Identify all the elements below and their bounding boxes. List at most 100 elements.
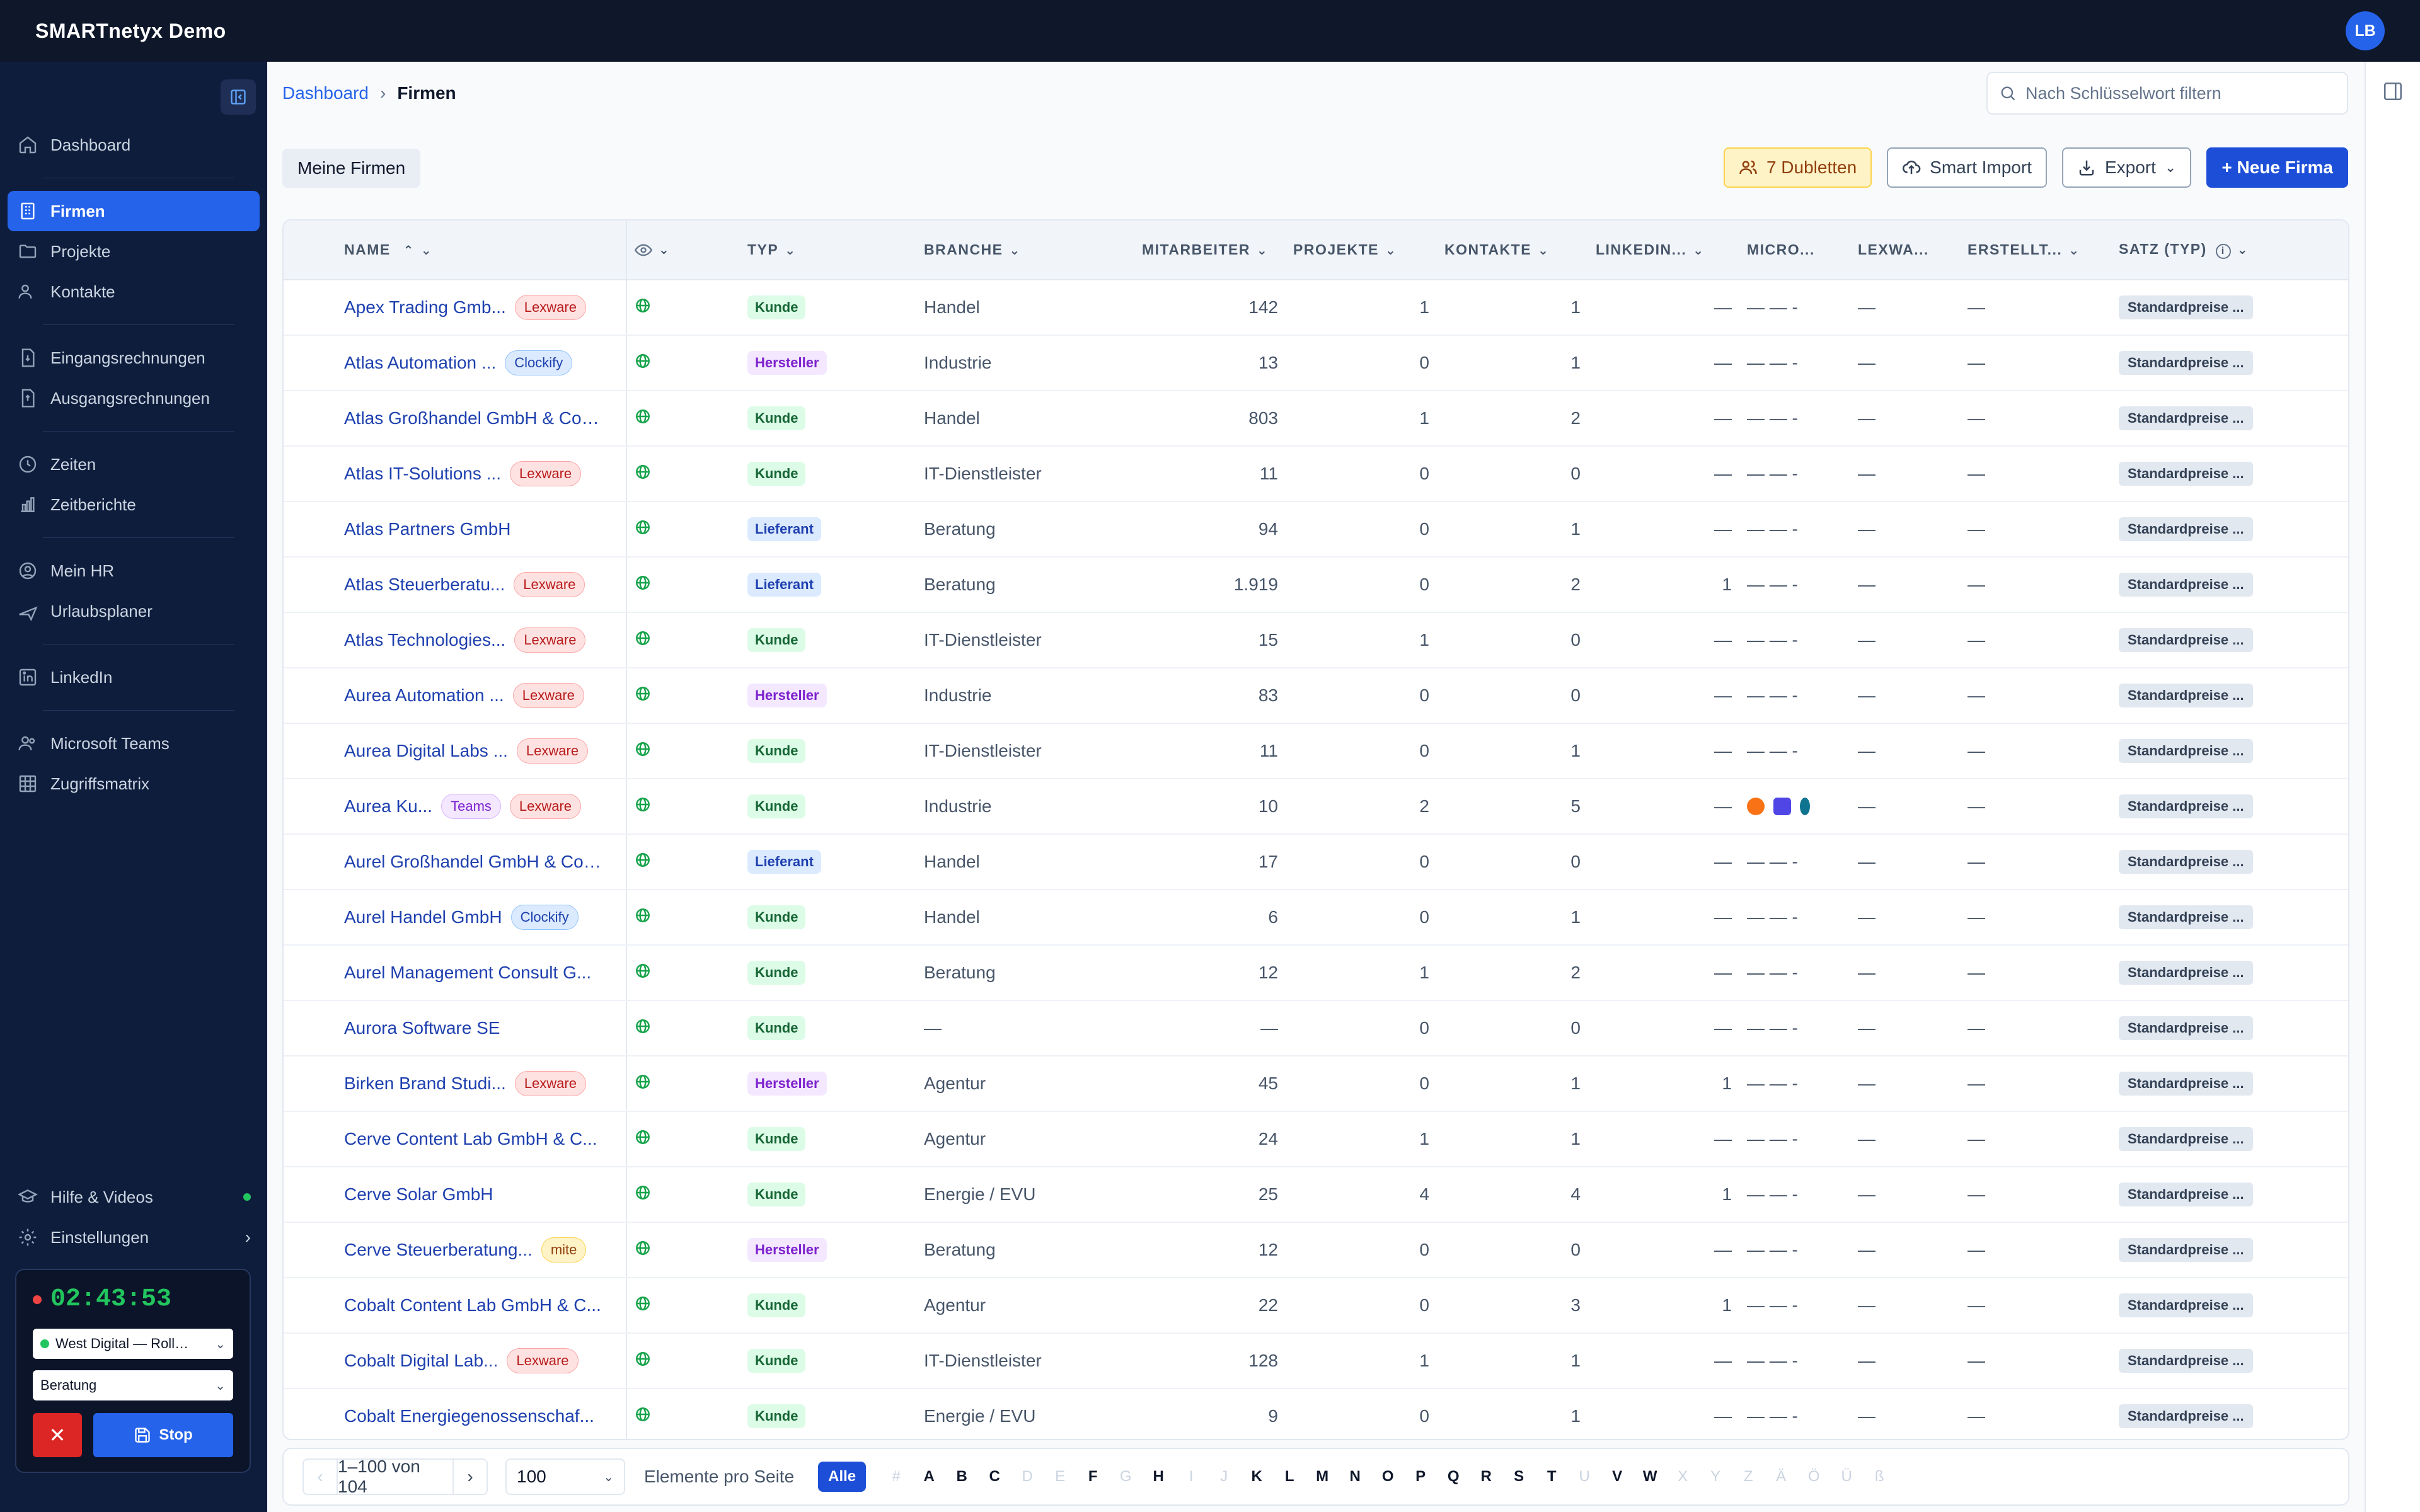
cell-name[interactable]: Aurora Software SE [284, 1000, 626, 1057]
search-input[interactable]: Nach Schlüsselwort filtern [1986, 72, 2348, 115]
column-header-name[interactable]: NAME ⌃ ⌄ [284, 220, 626, 280]
export-button[interactable]: Export ⌄ [2061, 147, 2192, 188]
column-header-typ[interactable]: TYP ⌄ [740, 220, 916, 280]
sidebar-item-eingangsrechnungen[interactable]: Eingangsrechnungen [8, 338, 260, 378]
letter-filter[interactable]: L [1284, 1468, 1294, 1485]
cell-name[interactable]: Cerve Steuerberatung... mite [284, 1222, 626, 1278]
table-row[interactable]: Cerve Solar GmbH Kunde Energie / EVU 25 4 4 1—… [284, 1167, 2348, 1223]
sidebar-item-zugriffsmatrix[interactable]: Zugriffsmatrix [8, 764, 260, 804]
column-header-kontakte[interactable]: KONTAKTE ⌄ [1437, 220, 1588, 280]
cell-name[interactable]: Birken Brand Studi... Lexware [284, 1056, 626, 1112]
company-name-link[interactable]: Aurea Ku... [344, 796, 433, 816]
new-company-button[interactable]: + Neue Firma [2206, 147, 2348, 188]
company-name-link[interactable]: Atlas Großhandel GmbH & Co. ... [344, 408, 602, 428]
company-name-link[interactable]: Atlas IT-Solutions ... [344, 464, 501, 483]
letter-filter[interactable]: F [1088, 1468, 1098, 1485]
company-name-link[interactable]: Aurel Handel GmbH [344, 907, 502, 927]
company-name-link[interactable]: Atlas Steuerberatu... [344, 575, 505, 594]
panel-toggle-icon[interactable] [2382, 81, 2404, 102]
letter-filter[interactable]: H [1153, 1468, 1164, 1485]
table-row[interactable]: Atlas Automation ... Clockify Hersteller In… [284, 335, 2348, 391]
column-header-projekte[interactable]: PROJEKTE ⌄ [1286, 220, 1437, 280]
sidebar-item-firmen[interactable]: Firmen [8, 191, 260, 231]
prev-page-button[interactable]: ‹ [302, 1458, 338, 1495]
table-row[interactable]: Aurea Automation ... Lexware Hersteller Ind… [284, 668, 2348, 724]
table-row[interactable]: Atlas IT-Solutions ... Lexware Kunde IT-Die… [284, 446, 2348, 502]
table-row[interactable]: Atlas Großhandel GmbH & Co. ... Kunde Hand… [284, 391, 2348, 447]
sidebar-item-kontakte[interactable]: Kontakte [8, 272, 260, 312]
sidebar-collapse-button[interactable] [221, 79, 256, 115]
company-name-link[interactable]: Apex Trading Gmb... [344, 297, 506, 317]
avatar[interactable]: LB [2346, 11, 2385, 50]
company-name-link[interactable]: Cerve Solar GmbH [344, 1184, 493, 1204]
company-name-link[interactable]: Aurora Software SE [344, 1018, 500, 1038]
table-row[interactable]: Atlas Steuerberatu... Lexware Lieferant Ber… [284, 557, 2348, 613]
sidebar-item-ausgangsrechnungen[interactable]: Ausgangsrechnungen [8, 378, 260, 418]
company-name-link[interactable]: Cerve Steuerberatung... [344, 1240, 533, 1259]
smart-import-button[interactable]: Smart Import [1887, 147, 2047, 188]
table-row[interactable]: Atlas Partners GmbH Lieferant Beratung 94 0 1… [284, 501, 2348, 558]
cell-name[interactable]: Cobalt Content Lab GmbH & C... [284, 1278, 626, 1334]
table-row[interactable]: Cobalt Content Lab GmbH & C... Kunde Agent… [284, 1278, 2348, 1334]
letter-filter[interactable]: Q [1447, 1468, 1460, 1485]
sidebar-item-projekte[interactable]: Projekte [8, 231, 260, 272]
table-row[interactable]: Cerve Steuerberatung... mite Hersteller Ber… [284, 1222, 2348, 1278]
cell-name[interactable]: Atlas Technologies... Lexware [284, 612, 626, 668]
table-row[interactable]: Aurea Digital Labs ... Lexware Kunde IT-Die… [284, 723, 2348, 779]
sidebar-item-dashboard[interactable]: Dashboard [8, 125, 260, 165]
company-name-link[interactable]: Birken Brand Studi... [344, 1074, 506, 1093]
cell-name[interactable]: Cobalt Digital Lab... Lexware [284, 1333, 626, 1389]
letter-filter[interactable]: R [1480, 1468, 1492, 1485]
cell-name[interactable]: Atlas Steuerberatu... Lexware [284, 557, 626, 613]
company-name-link[interactable]: Aurel Management Consult G... [344, 963, 592, 982]
sidebar-item-settings[interactable]: Einstellungen › [8, 1217, 260, 1257]
cell-name[interactable]: Aurea Automation ... Lexware [284, 668, 626, 724]
meine-firmen-filter-button[interactable]: Meine Firmen [282, 149, 421, 188]
letter-filter[interactable]: O [1381, 1468, 1394, 1485]
table-row[interactable]: Apex Trading Gmb... Lexware Kunde Handel 142… [284, 280, 2348, 336]
letter-filter[interactable]: P [1415, 1468, 1426, 1485]
cell-name[interactable]: Aurel Handel GmbH Clockify [284, 890, 626, 946]
table-row[interactable]: Birken Brand Studi... Lexware Hersteller Ag… [284, 1056, 2348, 1112]
company-name-link[interactable]: Cobalt Content Lab GmbH & C... [344, 1295, 601, 1315]
table-row[interactable]: Aurea Ku... Teams Lexware Kunde Industrie 10 2… [284, 779, 2348, 835]
timer-stop-button[interactable]: Stop [93, 1413, 233, 1457]
letter-filter[interactable]: T [1547, 1468, 1557, 1485]
letter-filter-all[interactable]: Alle [818, 1462, 867, 1492]
cell-name[interactable]: Cobalt Energiegenossenschaf... [284, 1389, 626, 1439]
table-row[interactable]: Aurel Großhandel GmbH & Co. ... Lieferant… [284, 834, 2348, 890]
company-name-link[interactable]: Cobalt Digital Lab... [344, 1351, 498, 1370]
cell-name[interactable]: Atlas Partners GmbH [284, 501, 626, 558]
table-row[interactable]: Cobalt Energiegenossenschaf... Kunde Energ… [284, 1389, 2348, 1439]
table-row[interactable]: Atlas Technologies... Lexware Kunde IT-Dien… [284, 612, 2348, 668]
column-header-micro[interactable]: MICRO... [1739, 220, 1850, 280]
company-name-link[interactable]: Aurel Großhandel GmbH & Co. ... [344, 852, 602, 871]
company-name-link[interactable]: Atlas Technologies... [344, 630, 506, 650]
letter-filter[interactable]: C [989, 1468, 1000, 1485]
next-page-button[interactable]: › [452, 1458, 488, 1495]
column-header-mitarbeiter[interactable]: MITARBEITER ⌄ [1134, 220, 1286, 280]
letter-filter[interactable]: N [1349, 1468, 1361, 1485]
letter-filter[interactable]: S [1514, 1468, 1524, 1485]
cell-name[interactable]: Atlas IT-Solutions ... Lexware [284, 446, 626, 502]
sidebar-item-microsoft-teams[interactable]: Microsoft Teams [8, 723, 260, 764]
company-name-link[interactable]: Atlas Automation ... [344, 353, 497, 372]
timer-activity-select[interactable]: Beratung ⌄ [33, 1370, 233, 1400]
column-header-erstellt[interactable]: ERSTELLT... ⌄ [1960, 220, 2111, 280]
sidebar-item-zeitberichte[interactable]: Zeitberichte [8, 484, 260, 525]
sidebar-item-linkedin[interactable]: LinkedIn [8, 657, 260, 697]
timer-cancel-button[interactable]: ✕ [33, 1413, 82, 1457]
letter-filter[interactable]: M [1316, 1468, 1329, 1485]
column-header-branche[interactable]: BRANCHE ⌄ [916, 220, 1134, 280]
column-header-visibility[interactable]: ⌄ [626, 220, 740, 280]
page-size-select[interactable]: 100 ⌄ [505, 1458, 625, 1495]
letter-filter[interactable]: K [1251, 1468, 1262, 1485]
cell-name[interactable]: Apex Trading Gmb... Lexware [284, 280, 626, 336]
sidebar-item-zeiten[interactable]: Zeiten [8, 444, 260, 484]
table-row[interactable]: Cerve Content Lab GmbH & C... Kunde Agentu… [284, 1111, 2348, 1167]
sidebar-item-mein-hr[interactable]: Mein HR [8, 551, 260, 591]
company-name-link[interactable]: Cobalt Energiegenossenschaf... [344, 1406, 594, 1426]
column-header-lexware[interactable]: LEXWA... [1850, 220, 1960, 280]
timer-project-select[interactable]: West Digital — Roll… ⌄ [33, 1329, 233, 1359]
table-row[interactable]: Aurel Management Consult G... Kunde Beratu… [284, 945, 2348, 1001]
